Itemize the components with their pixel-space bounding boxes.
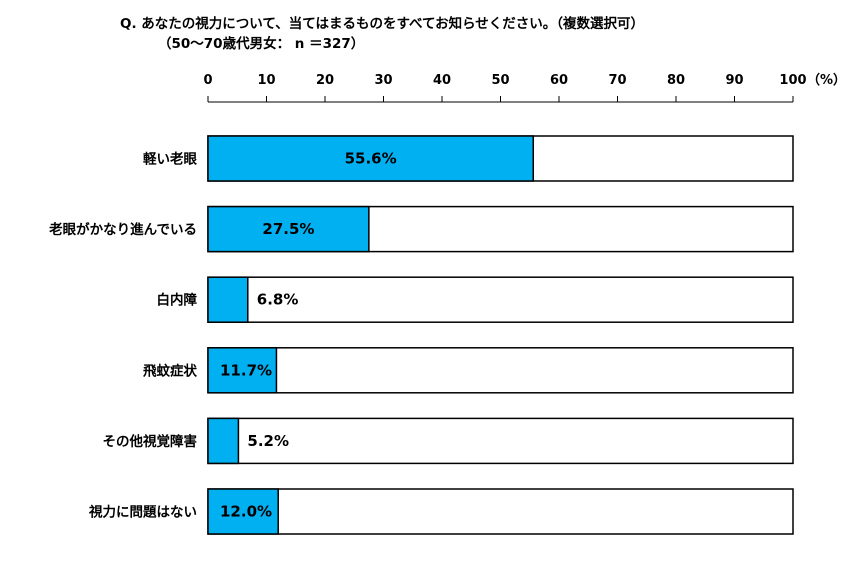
bar-background xyxy=(207,276,794,323)
data-label: 6.8% xyxy=(257,291,299,309)
category-label: 視力に問題はない xyxy=(88,504,197,521)
bar-background xyxy=(207,347,794,394)
bar-background xyxy=(207,417,794,465)
data-label: 12.0% xyxy=(220,503,272,521)
bar xyxy=(207,347,278,394)
x-tick-label: 50 xyxy=(491,73,509,88)
data-label: 55.6% xyxy=(345,150,397,168)
chart-title: Q. あなたの視力について、当てはまるものをすべてお知らせください。（複数選択可… xyxy=(120,16,645,32)
x-tick-label: 90 xyxy=(725,73,743,88)
x-tick-label: 20 xyxy=(316,73,334,88)
bar xyxy=(207,205,370,253)
x-tick-label: 80 xyxy=(667,73,685,88)
x-axis-unit: （%） xyxy=(807,72,846,88)
bar xyxy=(207,417,240,465)
x-tick-label: 40 xyxy=(433,73,451,88)
x-tick-label: 10 xyxy=(257,73,275,88)
data-label: 27.5% xyxy=(262,220,314,238)
bar-background xyxy=(207,488,794,535)
x-tick-label: 30 xyxy=(374,73,392,88)
category-label: 軽い老眼 xyxy=(143,151,197,168)
category-label: 白内障 xyxy=(157,292,198,309)
bar xyxy=(207,488,279,535)
x-tick-label: 100 xyxy=(779,73,806,88)
bar xyxy=(207,276,249,323)
data-label: 11.7% xyxy=(220,361,272,379)
x-tick-label: 70 xyxy=(608,73,626,88)
bar xyxy=(207,135,535,182)
chart-subtitle: （50～70歳代男女： n ＝327） xyxy=(158,36,365,52)
category-label: 飛蚊症状 xyxy=(142,362,197,379)
category-label: 老眼がかなり進んでいる xyxy=(49,221,197,238)
x-tick-label: 0 xyxy=(203,73,212,88)
x-tick-label: 60 xyxy=(550,73,568,88)
category-label: その他視覚障害 xyxy=(103,433,198,450)
data-label: 5.2% xyxy=(247,432,289,450)
